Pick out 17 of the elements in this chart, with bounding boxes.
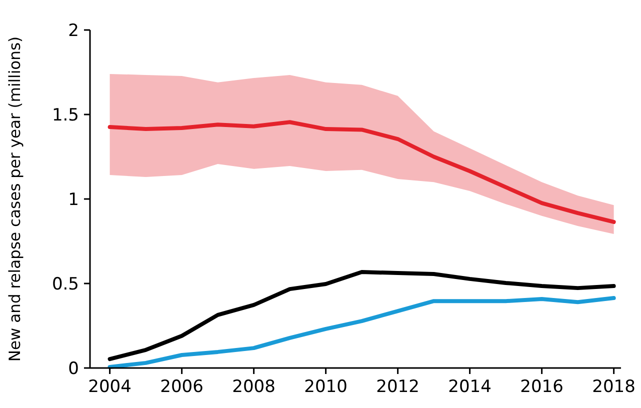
- x-tick-label: 2014: [448, 377, 492, 397]
- x-tick-label: 2008: [232, 377, 276, 397]
- x-tick-label: 2012: [376, 377, 420, 397]
- y-axis-title: New and relapse cases per year (millions): [6, 36, 24, 362]
- line-series: [108, 270, 616, 362]
- line-series: [108, 120, 616, 224]
- x-tick-label: 2016: [520, 377, 564, 397]
- x-tick-label: 2004: [88, 377, 132, 397]
- x-tick-label: 2018: [592, 377, 636, 397]
- y-tick-label: 0.5: [52, 274, 79, 294]
- y-tick-label: 0: [68, 358, 79, 379]
- x-tick-label: 2010: [304, 377, 348, 397]
- y-tick-label: 1: [68, 190, 79, 210]
- y-tick-label: 1.5: [52, 105, 79, 126]
- y-tick-label: 2: [68, 20, 79, 41]
- x-tick-label: 2006: [160, 377, 204, 397]
- line-series: [108, 296, 616, 369]
